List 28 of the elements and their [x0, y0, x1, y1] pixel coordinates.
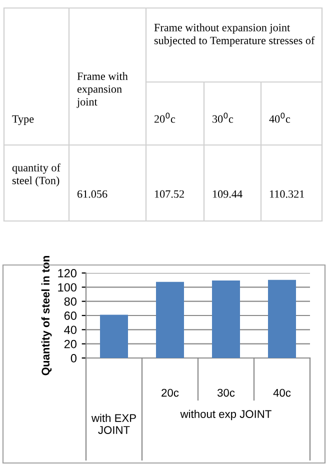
data-label: 61.056 — [77, 190, 108, 198]
bar — [268, 280, 296, 358]
text: Frame without expansion joint subjected to Temperature stresses of — [154, 24, 315, 46]
y-tick-label: 0 — [70, 354, 77, 362]
y-tick-label: 60 — [64, 312, 77, 320]
x-tick-label: 40c — [273, 388, 291, 397]
y-tick-label: 120 — [58, 269, 77, 278]
text: with EXP JOINT — [91, 414, 136, 434]
x-tick-label: 30c — [217, 388, 235, 397]
y-tick-label: 100 — [58, 283, 77, 292]
data-label: 109.44 — [212, 190, 242, 198]
text: Type — [12, 115, 34, 126]
data-label: 110.321 — [270, 190, 304, 198]
text: Frame with expansion joint — [76, 72, 128, 108]
y-tick-label: 20 — [64, 340, 77, 348]
text: 40$^{0}$c — [269, 112, 290, 123]
text: without exp JOINT — [180, 410, 272, 420]
text: 20$^{0}$c — [154, 112, 176, 123]
y-tick-label: 80 — [64, 297, 77, 306]
text: quantity of steel (Ton) — [12, 164, 60, 186]
x-tick-label: 20c — [162, 388, 179, 397]
bar — [156, 282, 184, 358]
text: 30$^{0}$c — [212, 112, 234, 123]
bar — [100, 314, 128, 358]
bar — [212, 280, 240, 358]
y-axis-title: Quantity of steel in ton — [41, 256, 52, 376]
data-label: 107.52 — [154, 190, 184, 198]
y-tick-label: 40 — [64, 326, 77, 334]
